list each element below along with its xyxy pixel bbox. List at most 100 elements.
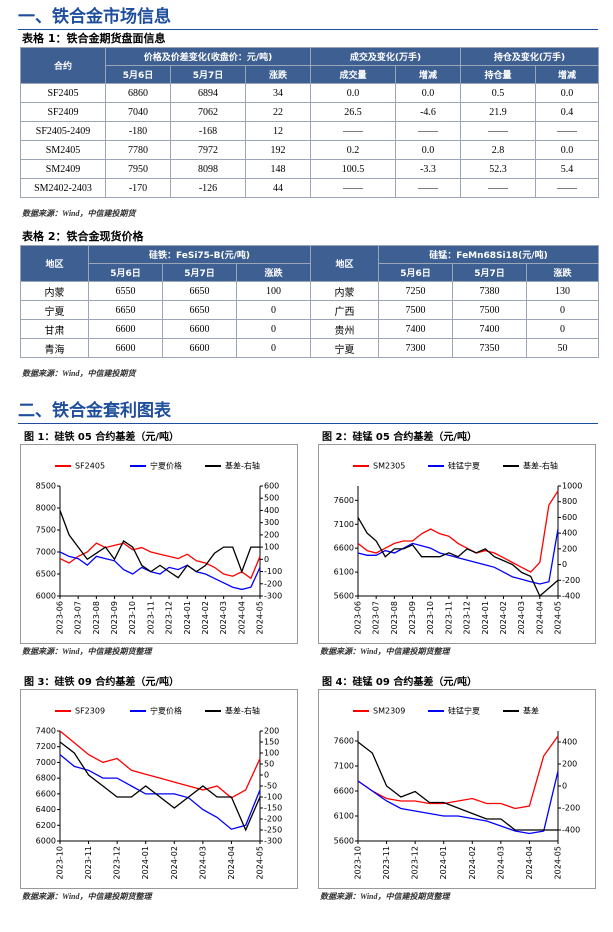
y-tick-label: 6000: [36, 837, 56, 846]
row: 宁夏 6650 6650 0 广西 7500 7500 0: [20, 300, 599, 320]
x-tick-label: 2024-05: [256, 846, 265, 879]
y2-tick-label: 400: [562, 529, 577, 538]
futures-table: 合约 价格及价差变化(收盘价：元/吨) 成交及变化(万手) 持仓及变化(万手) 5月6日…: [20, 47, 600, 198]
row: SF2405 6860 6894 34 0.0 0.0 0.5 0.0: [20, 83, 600, 103]
y2-tick-label: 200: [562, 544, 577, 553]
y2-tick-label: 400: [264, 506, 279, 515]
y-tick-label: 8500: [36, 482, 56, 491]
cell: 6650: [88, 300, 163, 320]
x-tick-label: 2023-11: [146, 601, 155, 634]
section-heading: 二、铁合金套利图表: [18, 396, 598, 424]
chart: 5600 6100 6600 7100 7600 -400 -200 0 200 400 2023-…: [318, 689, 596, 889]
y2-tick-label: 100: [264, 749, 279, 758]
cell: 0: [236, 319, 311, 339]
cell: 5.4: [535, 159, 600, 179]
cell: 52.3: [460, 159, 537, 179]
row: 5月6日 5月7日 涨跌 成交量 增减 持仓量 增减: [21, 65, 600, 84]
header-cell: 涨跌: [236, 263, 311, 282]
y2-tick-label: -200: [264, 579, 282, 588]
table-caption: 表格 2：铁合金现货价格: [22, 230, 144, 243]
cell: ——: [310, 121, 396, 141]
cell: SF2405-2409: [20, 121, 106, 141]
cell: SM2405: [20, 140, 106, 160]
cell: 100.5: [310, 159, 396, 179]
row: 合约 价格及价差变化(收盘价：元/吨) 成交及变化(万手) 持仓及变化(万手): [20, 47, 600, 84]
cell: 7400: [452, 319, 527, 339]
x-tick-label: 2024-03: [496, 846, 505, 879]
cell: SM2402-2403: [20, 178, 106, 198]
x-tick-label: 2024-01: [439, 846, 448, 879]
y-tick-label: 6100: [334, 812, 354, 821]
row: SF2409 7040 7062 22 26.5 -4.6 21.9 0.4: [20, 102, 600, 122]
table-caption: 表格 1：铁合金期货盘面信息: [22, 32, 166, 45]
y2-tick-label: -150: [264, 804, 282, 813]
y-tick-label: 8000: [36, 504, 56, 513]
x-tick-label: 2024-05: [256, 601, 265, 634]
x-tick-label: 2023-10: [56, 846, 65, 879]
x-tick-label: 2023-08: [390, 601, 399, 634]
x-tick-label: 2024-02: [468, 846, 477, 879]
legend-label: 宁夏价格: [150, 461, 182, 471]
x-tick-label: 2024-02: [201, 601, 210, 634]
cell: 6894: [170, 83, 246, 103]
series-line: [59, 741, 261, 832]
source: 数据来源：Wind，中信建投期货: [22, 209, 136, 218]
source: 数据来源：Wind，中信建投期货整理: [22, 892, 152, 901]
cell: ——: [394, 121, 462, 141]
cell: 0.0: [394, 140, 462, 160]
y-tick-label: 6600: [334, 544, 354, 553]
header-cell: 5月6日: [105, 65, 171, 84]
y-tick-label: 7600: [334, 496, 354, 505]
series-line: [59, 730, 261, 799]
y2-tick-label: 0: [264, 771, 269, 780]
x-tick-label: 2024-04: [237, 601, 246, 634]
header-cell: 持仓及变化(万手): [460, 47, 600, 66]
x-tick-label: 2023-11: [444, 601, 453, 634]
header-cell: 5月7日: [170, 65, 246, 84]
y2-tick-label: -200: [264, 815, 282, 824]
y2-tick-label: -200: [562, 576, 580, 585]
x-tick-label: 2024-03: [517, 601, 526, 634]
y-tick-label: 7100: [334, 762, 354, 771]
x-tick-label: 2024-01: [183, 601, 192, 634]
header-cell: 5月6日: [378, 263, 453, 282]
series-line: [357, 770, 559, 835]
y2-tick-label: 400: [562, 738, 577, 747]
cell: 0.0: [535, 140, 600, 160]
cell: 6600: [162, 319, 237, 339]
cell: SF2409: [20, 102, 106, 122]
source: 数据来源：Wind，中信建投期货: [22, 369, 136, 378]
row: SM2405 7780 7972 192 0.2 0.0 2.8 0.0: [20, 140, 600, 160]
y-tick-label: 6600: [334, 787, 354, 796]
chart-title: 图 2：硅锰 05 合约基差（元/吨）: [322, 432, 477, 443]
header-cell: 涨跌: [526, 263, 599, 282]
y-tick-label: 6500: [36, 570, 56, 579]
y2-tick-label: 0: [562, 782, 567, 791]
header-cell: 硅锰：FeMn68Si18(元/吨): [378, 245, 599, 264]
x-tick-label: 2023-07: [372, 601, 381, 634]
series-line: [357, 741, 558, 831]
series-line: [357, 517, 559, 598]
chart-frame: [318, 689, 596, 889]
cell: 0: [236, 338, 311, 358]
y2-tick-label: -400: [562, 592, 580, 601]
y-tick-label: 6100: [334, 568, 354, 577]
cell: -3.3: [394, 159, 462, 179]
cell: -126: [170, 178, 246, 198]
x-tick-label: 2024-01: [481, 601, 490, 634]
x-tick-label: 2023-07: [74, 601, 83, 634]
cell: 7300: [378, 338, 453, 358]
row: 地区 硅铁：FeSi75-B(元/吨) 地区 硅锰：FeMn68Si18(元/吨): [20, 245, 599, 282]
cell: -168: [170, 121, 246, 141]
y-tick-label: 7200: [36, 742, 56, 751]
cell: 7380: [452, 281, 527, 301]
y2-tick-label: 0: [562, 560, 567, 569]
y2-tick-label: 1000: [562, 482, 582, 491]
legend-label: 基差-右轴: [225, 461, 260, 471]
y2-tick-label: -300: [264, 837, 282, 846]
cell: 7500: [452, 300, 527, 320]
y-tick-label: 6000: [36, 592, 56, 601]
cell: 0.0: [535, 83, 600, 103]
y2-tick-label: -300: [264, 592, 282, 601]
cell: 7780: [105, 140, 171, 160]
